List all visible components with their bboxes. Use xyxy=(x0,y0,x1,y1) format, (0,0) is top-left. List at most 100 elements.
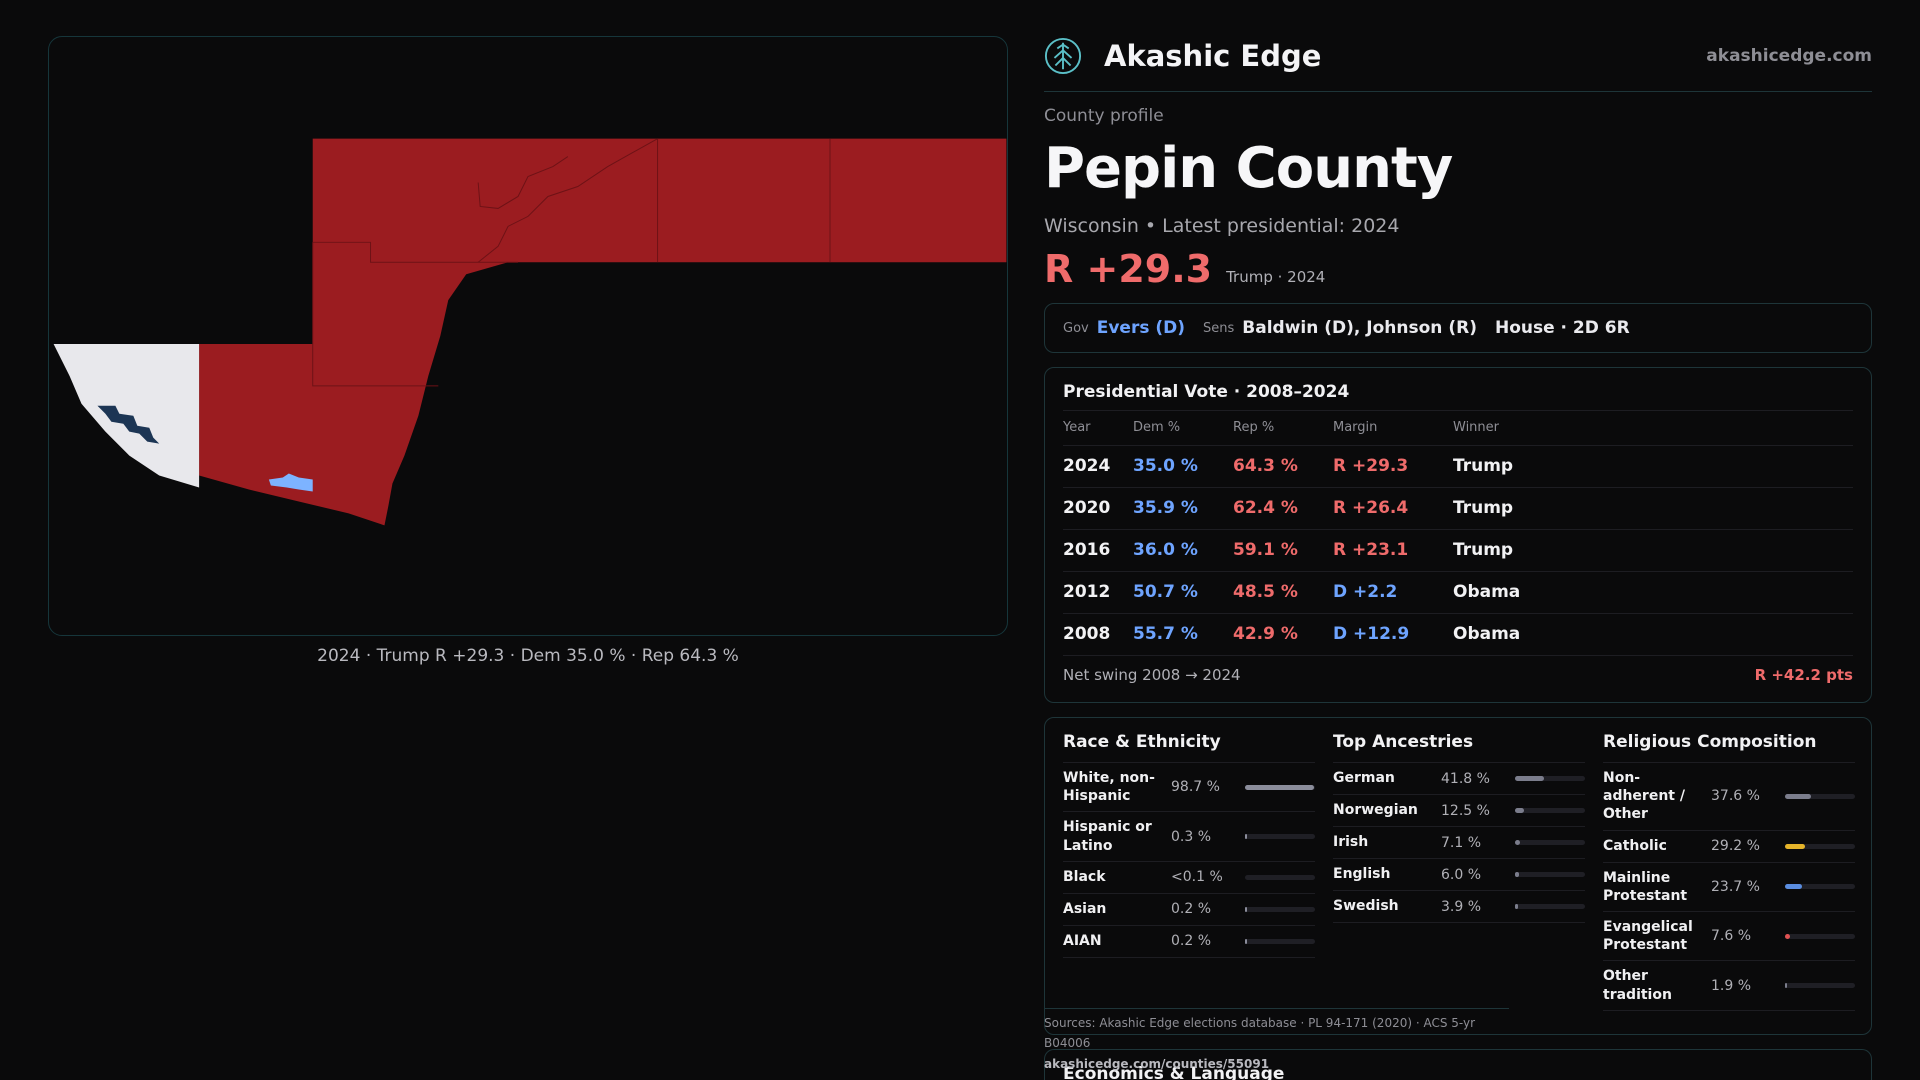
race-value: <0.1 % xyxy=(1171,869,1223,886)
ancestry-value: 7.1 % xyxy=(1441,834,1482,851)
county-subtitle: Wisconsin • Latest presidential: 2024 xyxy=(1044,215,1400,237)
religion-bar-fill xyxy=(1785,843,1806,849)
religion-bar-fill xyxy=(1785,983,1788,988)
religion-bar-fill xyxy=(1785,793,1812,799)
religion-section: Religious Composition Non-adherent / Oth… xyxy=(1603,732,1855,1011)
race-row: White, non-Hispanic 98.7 % xyxy=(1063,763,1315,813)
race-label: Black xyxy=(1063,869,1106,886)
race-bar-track xyxy=(1245,834,1315,840)
ancestry-bar-fill xyxy=(1515,840,1520,845)
religion-value: 23.7 % xyxy=(1711,878,1760,895)
race-title: Race & Ethnicity xyxy=(1063,732,1315,763)
rep-cell: 59.1 % xyxy=(1233,529,1333,572)
presidential-vote-card: Presidential Vote · 2008–2024 Year Dem %… xyxy=(1044,367,1872,703)
ancestry-row: German 41.8 % xyxy=(1333,763,1585,795)
religion-value: 7.6 % xyxy=(1711,928,1752,945)
winner-cell: Obama xyxy=(1453,571,1853,614)
table-row[interactable]: 2024 35.0 % 64.3 % R +29.3 Trump xyxy=(1063,445,1853,488)
brand-header: Akashic Edge akashicedge.com xyxy=(1044,0,1872,92)
map-boundaries xyxy=(312,138,831,387)
tree-of-life-icon[interactable] xyxy=(1044,37,1082,75)
ancestry-row: Swedish 3.9 % xyxy=(1333,891,1585,923)
margin-cell: R +26.4 xyxy=(1333,487,1453,530)
religion-value: 1.9 % xyxy=(1711,977,1752,994)
sources-url[interactable]: akashicedge.com/counties/55091 xyxy=(1044,1056,1270,1071)
race-label: Asian xyxy=(1063,901,1107,918)
religion-title: Religious Composition xyxy=(1603,732,1855,763)
ancestry-label: Swedish xyxy=(1333,898,1399,915)
sources-text: Sources: Akashic Edge elections database… xyxy=(1044,1016,1476,1051)
map-region-dem-mid[interactable] xyxy=(268,473,313,492)
year-cell: 2020 xyxy=(1063,487,1133,530)
religion-value: 37.6 % xyxy=(1711,788,1760,805)
brand-name[interactable]: Akashic Edge xyxy=(1104,38,1322,73)
gov-label: Gov xyxy=(1063,320,1089,336)
latest-margin: R +29.3 xyxy=(1044,247,1213,291)
county-map[interactable] xyxy=(48,36,1008,636)
ancestry-bar-fill xyxy=(1515,808,1524,813)
sens-label: Sens xyxy=(1203,320,1235,336)
ancestry-row: Irish 7.1 % xyxy=(1333,827,1585,859)
col-year: Year xyxy=(1063,411,1133,446)
dem-cell: 35.9 % xyxy=(1133,487,1233,530)
winner-cell: Obama xyxy=(1453,613,1853,656)
margin-cell: R +23.1 xyxy=(1333,529,1453,572)
map-region-rep[interactable] xyxy=(199,138,1007,526)
religion-label: Non-adherent / Other xyxy=(1603,770,1685,823)
ancestry-title: Top Ancestries xyxy=(1333,732,1585,763)
table-row[interactable]: 2008 55.7 % 42.9 % D +12.9 Obama xyxy=(1063,613,1853,656)
race-value: 0.2 % xyxy=(1171,933,1212,950)
religion-bar-track xyxy=(1785,884,1855,890)
col-margin: Margin xyxy=(1333,411,1453,446)
race-bar-fill xyxy=(1245,834,1248,840)
ancestry-section: Top Ancestries German 41.8 % Norwegian 12.5… xyxy=(1333,732,1585,1011)
officials-bar: Gov Evers (D) Sens Baldwin (D), Johnson … xyxy=(1044,303,1872,353)
religion-row: Other tradition 1.9 % xyxy=(1603,961,1855,1011)
year-cell: 2016 xyxy=(1063,529,1133,572)
race-bar-fill xyxy=(1245,938,1248,944)
religion-row: Evangelical Protestant 7.6 % xyxy=(1603,912,1855,962)
race-row: AIAN 0.2 % xyxy=(1063,926,1315,958)
margin-summary: R +29.3 Trump · 2024 xyxy=(1044,247,1872,291)
table-row[interactable]: 2016 36.0 % 59.1 % R +23.1 Trump xyxy=(1063,529,1853,572)
winner-cell: Trump xyxy=(1453,529,1853,572)
religion-bar-fill xyxy=(1785,884,1802,890)
ancestry-bar-fill xyxy=(1515,776,1545,781)
race-bar-fill xyxy=(1245,906,1248,912)
col-rep: Rep % xyxy=(1233,411,1333,446)
map-region-dem-dark[interactable] xyxy=(97,405,160,444)
race-bar-track xyxy=(1245,784,1315,790)
race-ethnicity-section: Race & Ethnicity White, non-Hispanic 98.7… xyxy=(1063,732,1315,1011)
map-caption: 2024 · Trump R +29.3 · Dem 35.0 % · Rep … xyxy=(317,646,739,666)
dem-cell: 50.7 % xyxy=(1133,571,1233,614)
sources-note: Sources: Akashic Edge elections database… xyxy=(1044,1008,1509,1074)
rep-cell: 48.5 % xyxy=(1233,571,1333,614)
margin-cell: D +12.9 xyxy=(1333,613,1453,656)
race-bar-fill xyxy=(1245,784,1315,790)
religion-row: Non-adherent / Other 37.6 % xyxy=(1603,763,1855,831)
county-map-svg[interactable] xyxy=(49,37,1007,635)
year-cell: 2012 xyxy=(1063,571,1133,614)
ancestry-value: 6.0 % xyxy=(1441,866,1482,883)
ancestry-bar-track xyxy=(1515,872,1585,877)
ancestry-bar-fill xyxy=(1515,872,1520,877)
net-swing: Net swing 2008 → 2024 R +42.2 pts xyxy=(1063,666,1853,684)
race-row: Black <0.1 % xyxy=(1063,862,1315,894)
ancestry-value: 12.5 % xyxy=(1441,802,1490,819)
ancestry-row: English 6.0 % xyxy=(1333,859,1585,891)
brand-url[interactable]: akashicedge.com xyxy=(1706,45,1872,66)
year-cell: 2008 xyxy=(1063,613,1133,656)
religion-row: Catholic 29.2 % xyxy=(1603,831,1855,863)
table-row[interactable]: 2012 50.7 % 48.5 % D +2.2 Obama xyxy=(1063,571,1853,614)
ancestry-value: 41.8 % xyxy=(1441,770,1490,787)
table-row[interactable]: 2020 35.9 % 62.4 % R +26.4 Trump xyxy=(1063,487,1853,530)
presidential-vote-table: Year Dem % Rep % Margin Winner 2024 35.0 … xyxy=(1063,411,1853,656)
religion-label: Evangelical Protestant xyxy=(1603,918,1693,954)
page-title: Pepin County xyxy=(1044,136,1453,201)
year-cell: 2024 xyxy=(1063,445,1133,488)
race-bar-track xyxy=(1245,906,1315,912)
senators: Baldwin (D), Johnson (R) xyxy=(1242,318,1477,338)
ancestry-bar-track xyxy=(1515,776,1585,781)
rep-cell: 62.4 % xyxy=(1233,487,1333,530)
